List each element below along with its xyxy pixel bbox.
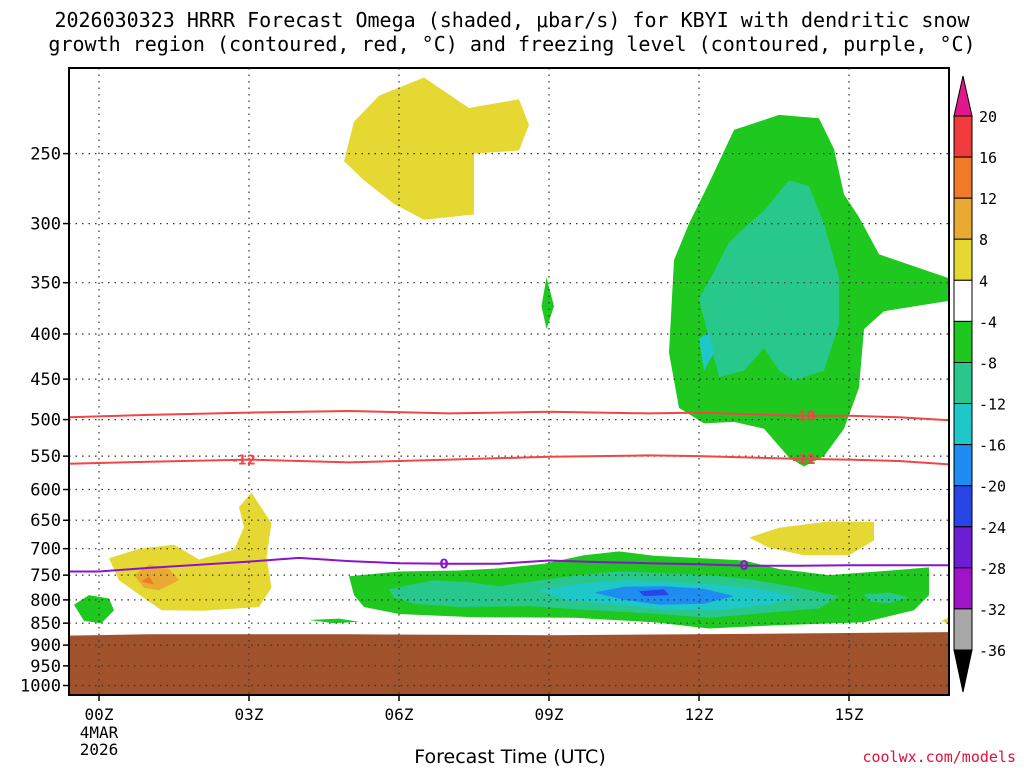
colorbar-bin bbox=[953, 526, 973, 569]
x-tick-label-12Z: 12Z bbox=[685, 705, 714, 724]
omega-region-low-sinking-right bbox=[749, 521, 874, 556]
contour-label-freezing-level-0: 0 bbox=[439, 558, 448, 573]
omega-region-low-rising-sliver bbox=[309, 618, 359, 624]
x-tick-year: 2026 bbox=[80, 740, 119, 759]
y-axis-ticks: 2503003504004505005506006507007508008509… bbox=[20, 145, 69, 697]
y-tick-label-1000: 1000 bbox=[20, 677, 61, 697]
omega-region-upper-rising-max bbox=[699, 332, 714, 371]
contour-label-dendritic-lower-1: -12 bbox=[792, 453, 816, 468]
plot-frame bbox=[68, 67, 950, 696]
colorbar: 20 16 12 8 4 -4 -8 -12 -16 -20 -24 -28 -32 -36 bbox=[953, 75, 1006, 693]
y-tick-label-800: 800 bbox=[30, 591, 61, 611]
grid-lines bbox=[69, 68, 949, 695]
y-tick-label-850: 850 bbox=[30, 614, 61, 634]
colorbar-label--20: -20 bbox=[979, 478, 1006, 496]
colorbar-label-8: 8 bbox=[979, 231, 988, 249]
colorbar-label-20: 20 bbox=[979, 108, 997, 126]
colorbar-bin bbox=[953, 362, 973, 405]
y-tick-label-250: 250 bbox=[30, 145, 61, 165]
x-axis-label: Forecast Time (UTC) bbox=[414, 746, 606, 768]
y-tick-label-550: 550 bbox=[30, 447, 61, 467]
colorbar-bin bbox=[953, 567, 973, 610]
y-tick-label-500: 500 bbox=[30, 411, 61, 431]
y-tick-label-350: 350 bbox=[30, 274, 61, 294]
colorbar-bin bbox=[953, 279, 973, 322]
y-tick-label-750: 750 bbox=[30, 566, 61, 586]
contour-dendritic-upper bbox=[68, 409, 950, 422]
contour-dendritic-lower bbox=[68, 454, 950, 466]
colorbar-label-12: 12 bbox=[979, 190, 997, 208]
omega-region-small-updraft-09z bbox=[541, 277, 554, 330]
credit-link[interactable]: coolwx.com/models bbox=[862, 748, 1016, 766]
chart-title: 2026030323 HRRR Forecast Omega (shaded, … bbox=[0, 8, 1024, 56]
colorbar-label--8: -8 bbox=[979, 355, 997, 373]
y-tick-label-450: 450 bbox=[30, 370, 61, 390]
contour-label-dendritic-lower-0: -12 bbox=[232, 454, 256, 469]
x-tick-label-09Z: 09Z bbox=[535, 705, 564, 724]
x-tick-date: 4MAR bbox=[80, 723, 119, 742]
y-tick-label-950: 950 bbox=[30, 657, 61, 677]
colorbar-bin bbox=[953, 238, 973, 281]
colorbar-bin bbox=[953, 608, 973, 651]
colorbar-label--24: -24 bbox=[979, 519, 1006, 537]
y-tick-label-400: 400 bbox=[30, 325, 61, 345]
y-tick-label-650: 650 bbox=[30, 511, 61, 531]
omega-region-low-sinking-max bbox=[141, 576, 154, 585]
y-tick-label-700: 700 bbox=[30, 540, 61, 560]
colorbar-bin bbox=[953, 156, 973, 199]
colorbar-bottom-arrow bbox=[953, 649, 973, 693]
x-tick-label-06Z: 06Z bbox=[385, 705, 414, 724]
colorbar-bin bbox=[953, 197, 973, 240]
omega-region-low-sinking-left bbox=[109, 492, 272, 611]
colorbar-label-16: 16 bbox=[979, 149, 997, 167]
omega-fills bbox=[74, 77, 949, 629]
x-tick-label-15Z: 15Z bbox=[835, 705, 864, 724]
colorbar-label--36: -36 bbox=[979, 642, 1006, 660]
terrain-fill bbox=[69, 632, 949, 695]
y-tick-label-300: 300 bbox=[30, 215, 61, 235]
contour-label-dendritic-upper-0: -18 bbox=[792, 410, 816, 425]
colorbar-bin bbox=[953, 115, 973, 158]
omega-region-upper-rising-inner bbox=[699, 180, 839, 381]
terrain bbox=[69, 632, 949, 695]
x-tick-label-03Z: 03Z bbox=[235, 705, 264, 724]
y-tick-label-900: 900 bbox=[30, 636, 61, 656]
colorbar-label--12: -12 bbox=[979, 396, 1006, 414]
colorbar-label--28: -28 bbox=[979, 560, 1006, 578]
colorbar-label-4: 4 bbox=[979, 272, 988, 290]
title-line-1: 2026030323 HRRR Forecast Omega (shaded, … bbox=[54, 8, 970, 32]
contour-lines: -18 -12 -12 0 0 bbox=[68, 409, 950, 574]
colorbar-bin bbox=[953, 485, 973, 528]
omega-region-low-rising-band-east-core bbox=[864, 592, 909, 604]
colorbar-label--4: -4 bbox=[979, 313, 997, 331]
colorbar-label--16: -16 bbox=[979, 437, 1006, 455]
omega-region-upper-sinking bbox=[344, 77, 529, 220]
y-tick-label-600: 600 bbox=[30, 481, 61, 501]
colorbar-bin bbox=[953, 403, 973, 446]
omega-region-low-sinking-core bbox=[134, 564, 179, 591]
contour-freezing-level bbox=[69, 556, 949, 573]
title-line-2: growth region (contoured, red, °C) and f… bbox=[48, 32, 976, 56]
omega-region-low-rising-left bbox=[74, 595, 114, 624]
x-tick-label-00Z: 00Z bbox=[85, 705, 114, 724]
colorbar-bin bbox=[953, 444, 973, 487]
omega-region-low-rising-band-max bbox=[639, 589, 669, 597]
colorbar-top-arrow bbox=[953, 75, 973, 117]
contour-label-freezing-level-1: 0 bbox=[739, 559, 748, 574]
colorbar-bin bbox=[953, 320, 973, 363]
colorbar-label--32: -32 bbox=[979, 601, 1006, 619]
